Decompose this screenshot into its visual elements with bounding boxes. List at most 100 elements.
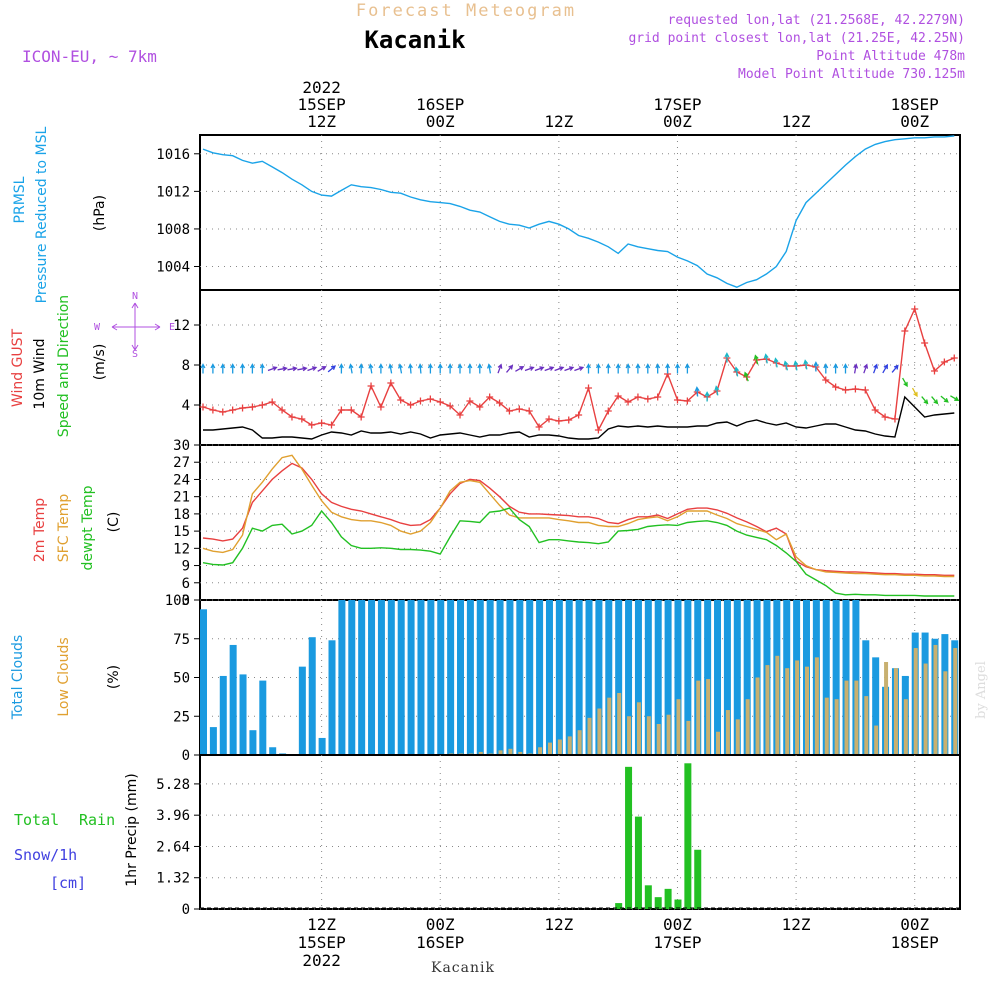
total-cloud-bar bbox=[219, 675, 227, 755]
wind-direction-arrow bbox=[388, 363, 394, 374]
total-cloud-bar bbox=[486, 600, 494, 755]
precip-bar bbox=[615, 903, 623, 909]
wind-direction-arrow bbox=[586, 363, 591, 374]
total-cloud-bar bbox=[466, 600, 474, 755]
requested-coords: requested lon,lat (21.2568E, 42.2279N) bbox=[668, 13, 965, 28]
temp-ytick-label: 6 bbox=[182, 576, 190, 592]
total-cloud-bar bbox=[852, 600, 860, 755]
gust-marker bbox=[683, 397, 691, 405]
pressure-ytick-label: 1004 bbox=[156, 260, 190, 276]
gust-marker bbox=[288, 413, 296, 421]
low-cloud-bar bbox=[676, 699, 681, 755]
wind-direction-arrow bbox=[368, 363, 374, 374]
pressure-unit: (hPa) bbox=[92, 195, 108, 231]
gust-marker bbox=[426, 395, 434, 403]
clouds-ytick-label: 25 bbox=[173, 709, 190, 725]
wind-label-2: 10m Wind bbox=[32, 338, 48, 409]
precip-label-rain: Rain bbox=[79, 811, 115, 829]
total-cloud-bar bbox=[733, 600, 741, 755]
bottom-year-label: 2022 bbox=[302, 951, 341, 970]
temp2m-line bbox=[202, 462, 955, 576]
wind-direction-arrow bbox=[882, 363, 888, 374]
wind-direction-arrow bbox=[872, 363, 878, 374]
total-cloud-bar bbox=[872, 657, 880, 755]
wind-direction-arrow bbox=[447, 363, 453, 374]
total-cloud-bar bbox=[209, 727, 217, 755]
gust-marker bbox=[555, 417, 563, 425]
wind-direction-arrow bbox=[783, 360, 789, 371]
wind-ytick-label: 4 bbox=[182, 398, 190, 414]
low-cloud-bar bbox=[686, 720, 691, 755]
total-cloud-bar bbox=[348, 600, 356, 755]
wind-direction-arrow bbox=[427, 363, 433, 374]
wind-direction-arrow bbox=[773, 357, 779, 368]
wind-direction-arrow bbox=[843, 363, 848, 374]
wind-direction-arrow bbox=[267, 366, 278, 372]
wind-direction-arrow bbox=[763, 353, 769, 364]
wind-direction-arrow bbox=[317, 366, 327, 372]
wind-direction-arrow bbox=[297, 366, 308, 372]
wind-direction-arrow bbox=[534, 366, 545, 372]
low-cloud-bar bbox=[903, 699, 908, 755]
pressure-ytick-label: 1016 bbox=[156, 147, 190, 163]
wind-direction-arrow bbox=[348, 363, 354, 374]
low-cloud-bar bbox=[538, 747, 543, 755]
low-cloud-bar bbox=[795, 660, 800, 755]
temp-ytick-label: 30 bbox=[173, 438, 190, 454]
temp-ytick-label: 12 bbox=[173, 541, 190, 557]
low-cloud-bar bbox=[913, 648, 918, 755]
total-cloud-bar bbox=[259, 680, 267, 755]
wind-direction-arrow bbox=[554, 366, 565, 372]
total-cloud-bar bbox=[516, 600, 524, 755]
low-cloud-bar bbox=[854, 680, 859, 755]
precip-ytick-label: 1.32 bbox=[156, 871, 190, 887]
wind-unit: (m/s) bbox=[92, 344, 108, 381]
sfc-temp-line bbox=[202, 454, 955, 578]
gust-marker bbox=[901, 327, 909, 335]
precip-bar bbox=[644, 885, 652, 909]
gust-marker bbox=[535, 423, 543, 431]
precip-unit: 1hr Precip (mm) bbox=[124, 773, 140, 886]
wind-direction-arrow bbox=[240, 363, 246, 374]
total-cloud-bar bbox=[457, 600, 465, 755]
pressure-ytick-label: 1008 bbox=[156, 222, 190, 238]
low-cloud-bar bbox=[824, 697, 829, 755]
gust-marker bbox=[248, 403, 256, 411]
wind-direction-arrow bbox=[524, 366, 535, 372]
wind-direction-arrow bbox=[694, 386, 700, 397]
wind-direction-arrow bbox=[497, 363, 503, 374]
total-cloud-bar bbox=[407, 600, 415, 755]
wind-direction-arrow bbox=[793, 360, 799, 371]
total-cloud-bar bbox=[684, 600, 692, 755]
total-cloud-bar bbox=[427, 600, 435, 755]
wind-direction-arrow bbox=[803, 359, 809, 370]
low-cloud-bar bbox=[567, 736, 572, 755]
gridpoint-coords: grid point closest lon,lat (21.25E, 42.2… bbox=[628, 31, 965, 46]
total-cloud-bar bbox=[615, 600, 623, 755]
wind-direction-arrow bbox=[891, 364, 899, 373]
wind-direction-arrow bbox=[823, 363, 829, 374]
total-cloud-bar bbox=[417, 600, 425, 755]
precip-ytick-label: 5.28 bbox=[156, 777, 190, 793]
total-cloud-bar bbox=[743, 600, 751, 755]
wind-direction-arrow bbox=[477, 363, 483, 374]
total-cloud-bar bbox=[397, 600, 405, 755]
clouds-ytick-label: 100 bbox=[165, 593, 190, 609]
bottom-time-label: 12Z bbox=[544, 915, 573, 934]
gust-marker bbox=[407, 401, 415, 409]
gust-marker bbox=[337, 406, 345, 414]
total-cloud-bar bbox=[447, 600, 455, 755]
precip-ytick-label: 2.64 bbox=[156, 839, 190, 855]
low-cloud-bar bbox=[696, 680, 701, 755]
low-cloud-bar bbox=[785, 668, 790, 755]
gust-marker bbox=[239, 404, 247, 412]
precip-ytick-label: 0 bbox=[182, 902, 190, 918]
low-cloud-bar bbox=[725, 710, 730, 755]
bottom-time-label: 00Z bbox=[426, 915, 455, 934]
gust-marker bbox=[575, 411, 583, 419]
compass-n: N bbox=[132, 291, 138, 302]
precip-label-snow: Snow/1h bbox=[14, 846, 77, 864]
wind-line bbox=[203, 395, 955, 440]
